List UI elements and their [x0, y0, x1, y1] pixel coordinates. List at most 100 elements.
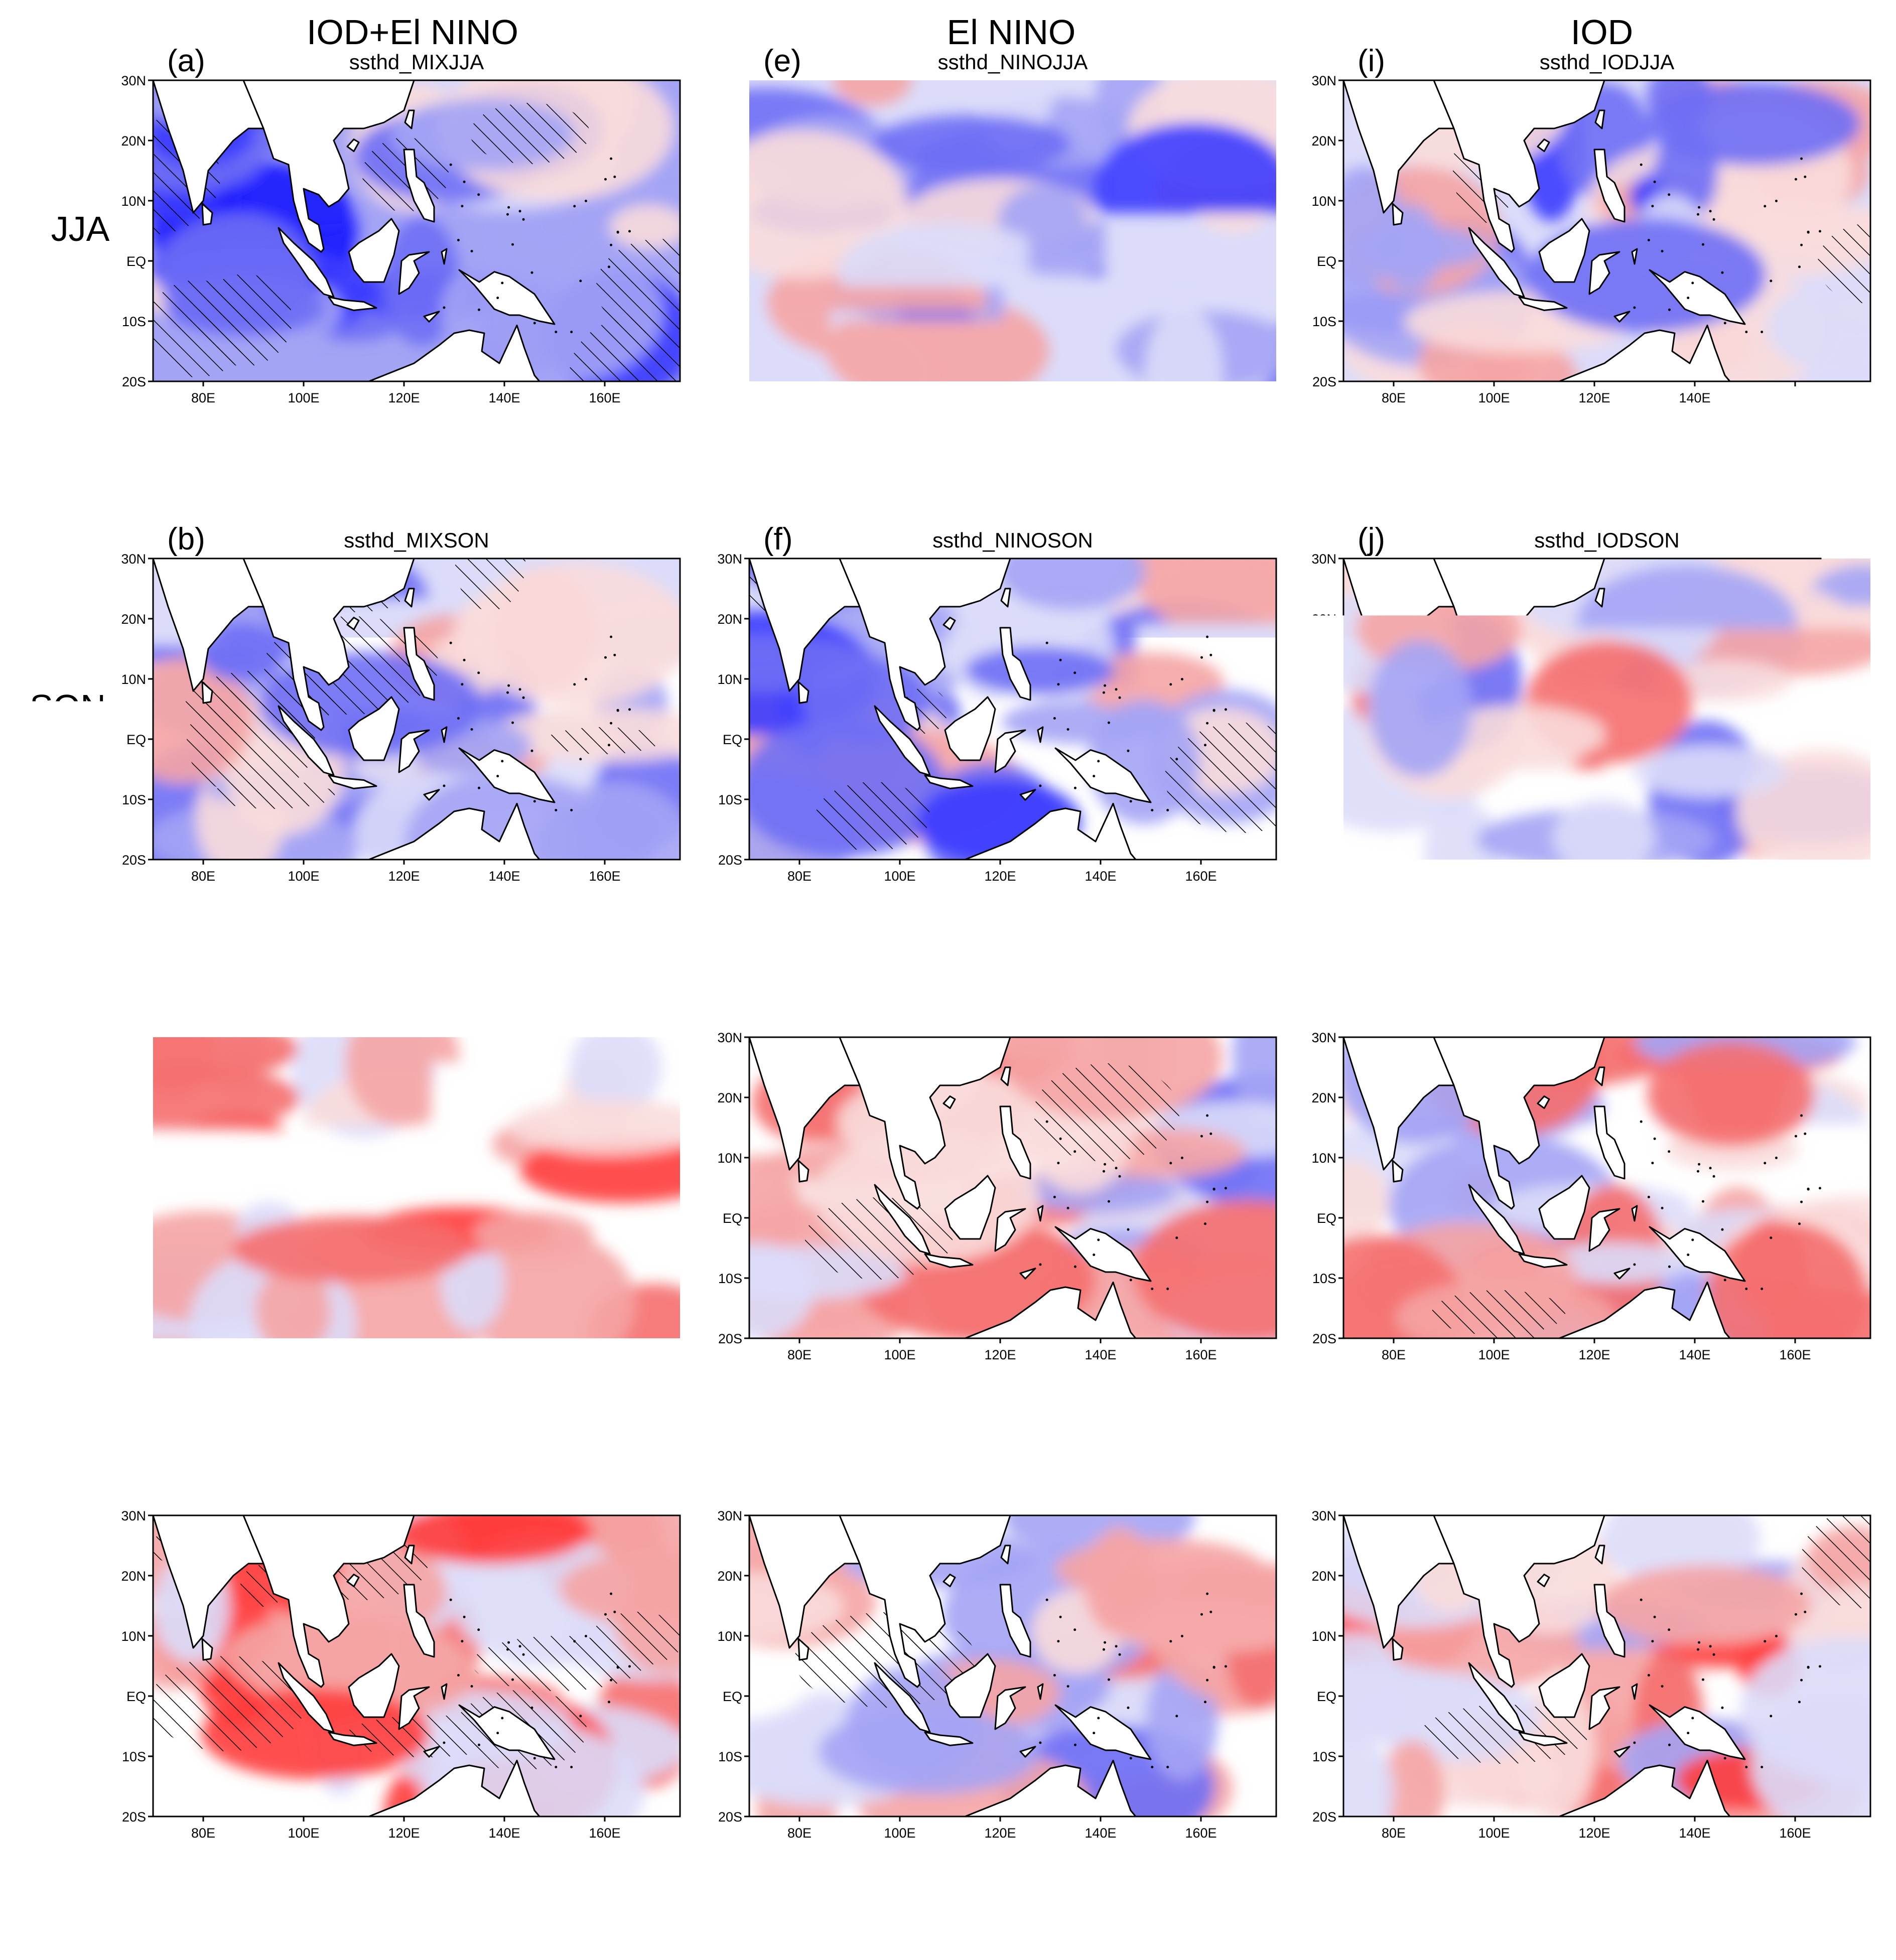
- lon-tick-label: 160E: [589, 1347, 620, 1362]
- lon-tick-label: 160E: [1779, 1826, 1811, 1841]
- panel-title: ssthd_NINODJF: [936, 1007, 1090, 1031]
- lon-tick-label: 140E: [488, 1826, 520, 1841]
- lat-tick-label: 20S: [1312, 853, 1336, 868]
- lon-tick-label: 140E: [1679, 1826, 1710, 1841]
- significance-hatch: [1165, 723, 1318, 833]
- lon-tick-label: 160E: [589, 390, 620, 405]
- colorbar-label: −0.8: [685, 1926, 729, 1950]
- lat-tick-label: 20S: [122, 1331, 146, 1346]
- lat-tick-label: 20N: [717, 612, 742, 627]
- panel-title: ssthd_IODJJA: [1540, 50, 1674, 74]
- lat-tick-label: 10N: [717, 672, 742, 687]
- lat-tick-label: 10N: [1311, 672, 1336, 687]
- colorbar-label: 0.4: [1123, 1926, 1154, 1950]
- lon-tick-label: 100E: [288, 1347, 319, 1362]
- lon-tick-label: 100E: [288, 390, 319, 405]
- panel-label: (a): [167, 44, 205, 78]
- colorbar-label: 0.6: [1195, 1926, 1226, 1950]
- lat-tick-label: 30N: [717, 1030, 742, 1045]
- lon-tick-label: 80E: [787, 390, 811, 405]
- lat-tick-label: 20S: [718, 1331, 742, 1346]
- lon-tick-label: 120E: [1578, 869, 1610, 884]
- lon-tick-label: 140E: [1085, 869, 1116, 884]
- significance-hatch: [210, 781, 335, 809]
- significance-hatch: [596, 239, 722, 335]
- lat-tick-label: 10S: [718, 1749, 742, 1764]
- map-panel: (h) ssthd_NINOMAM30N20N10NEQ10S20S80E 100E…: [659, 1457, 1389, 1861]
- lat-tick-label: 30N: [1311, 1508, 1336, 1523]
- lat-tick-label: EQ: [1317, 1211, 1336, 1226]
- panel-title: ssthd_IODDJF: [1538, 1007, 1676, 1031]
- row-label: SON: [30, 687, 106, 727]
- panel-title: ssthd_NINOMAM: [931, 1485, 1095, 1509]
- significance-hatch: [546, 727, 660, 754]
- panel-title: ssthd_MIXDJF: [347, 1007, 485, 1031]
- lat-tick-label: 20N: [717, 1090, 742, 1105]
- column-title: El NINO: [947, 13, 1076, 52]
- anomaly-field: [55, 516, 747, 910]
- anomaly-field: [1239, 1465, 1896, 1852]
- colorbar-segment: [779, 1894, 851, 1920]
- lat-tick-label: 30N: [1311, 1030, 1336, 1045]
- panel-label: (h): [763, 1479, 801, 1513]
- lon-tick-label: 160E: [1185, 390, 1216, 405]
- panel-label: (l): [1358, 1479, 1385, 1513]
- anomaly-field: [1318, 27, 1896, 414]
- lat-tick-label: 10S: [718, 314, 742, 329]
- lon-tick-label: 100E: [884, 390, 915, 405]
- lon-tick-label: 120E: [984, 869, 1016, 884]
- lon-tick-label: 80E: [1382, 390, 1406, 405]
- map-panel: (d) ssthd_MIXMAM 30N 20N 10N EQ 10S 20S 80E 100E 1…: [63, 1461, 775, 1884]
- lon-tick-label: 100E: [884, 869, 915, 884]
- row-label: DJF: [43, 1166, 107, 1205]
- column-title: IOD: [1571, 13, 1633, 52]
- lat-tick-label: 20N: [717, 1569, 742, 1584]
- lon-tick-label: 100E: [884, 1347, 915, 1362]
- significance-hatch: [420, 1130, 544, 1178]
- lon-tick-label: 140E: [1085, 1826, 1116, 1841]
- significance-hatch: [550, 1189, 608, 1236]
- lon-tick-label: 120E: [984, 1347, 1016, 1362]
- anomaly-field: [63, 1461, 775, 1884]
- lon-tick-label: 100E: [884, 1826, 915, 1841]
- lat-tick-label: 30N: [1311, 73, 1336, 88]
- map-panel: (e) ssthd_NINOJJA30N20N10NEQ10S20S80E 100E…: [652, 22, 1322, 439]
- lat-tick-label: 10N: [1311, 1629, 1336, 1644]
- lon-tick-label: 160E: [1185, 1826, 1216, 1841]
- lat-tick-label: 30N: [717, 1508, 742, 1523]
- lon-tick-label: 160E: [1779, 869, 1811, 884]
- significance-hatch: [1034, 1063, 1179, 1162]
- lon-tick-label: 100E: [288, 869, 319, 884]
- lat-tick-label: 10N: [121, 1151, 146, 1166]
- column-title: IOD+El NINO: [307, 13, 518, 52]
- panel-title: ssthd_MIXSON: [344, 528, 489, 552]
- lon-tick-label: 120E: [388, 1347, 420, 1362]
- lon-tick-label: 120E: [388, 390, 420, 405]
- lat-tick-label: 10S: [122, 792, 146, 807]
- row-label: JJA: [51, 209, 110, 248]
- lat-tick-label: 10S: [718, 792, 742, 807]
- colorbar-label: 0: [989, 1926, 1001, 1950]
- lon-tick-label: 140E: [1679, 1347, 1710, 1362]
- colorbar-segment: [636, 1894, 707, 1920]
- panel-label: (k): [1358, 1001, 1394, 1035]
- map-panel: (a) ssthd_MIXJJA 30N 20N 10N EQ 10S 20S 80E 100E 1…: [87, 31, 763, 431]
- lat-tick-label: 10N: [1311, 1151, 1336, 1166]
- lat-tick-label: 20N: [121, 133, 146, 149]
- lat-tick-label: 20N: [121, 1569, 146, 1584]
- panel-label: (j): [1358, 522, 1385, 556]
- colorbar-label: 0.2: [1051, 1926, 1082, 1950]
- colorbar-segment: [1139, 1894, 1211, 1920]
- lat-tick-label: 10N: [121, 194, 146, 209]
- lat-tick-label: 30N: [121, 1508, 146, 1523]
- lon-tick-label: 80E: [787, 1347, 811, 1362]
- lon-tick-label: 120E: [984, 390, 1016, 405]
- lat-tick-label: 20S: [718, 374, 742, 389]
- anomaly-field: [659, 1457, 1389, 1861]
- lat-tick-label: EQ: [723, 732, 742, 747]
- colorbar-segment: [995, 1894, 1067, 1920]
- lat-tick-label: 10S: [122, 314, 146, 329]
- lat-tick-label: EQ: [723, 1211, 742, 1226]
- lon-tick-label: 80E: [1382, 869, 1406, 884]
- colorbar: −0.8 −0.6 −0.4 −0.2 0 0.2 0.4 0.6 0.8: [636, 1894, 1353, 1950]
